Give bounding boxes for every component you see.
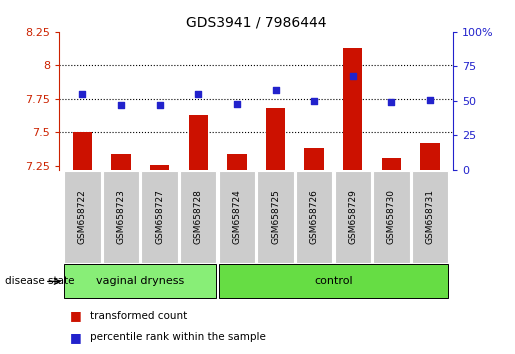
Text: GSM658724: GSM658724: [232, 189, 242, 244]
Bar: [335, 171, 371, 263]
Text: GSM658731: GSM658731: [425, 189, 435, 244]
Bar: [219, 264, 448, 298]
Bar: [142, 171, 178, 263]
Bar: [227, 154, 247, 170]
Bar: [412, 171, 448, 263]
Point: [233, 101, 241, 107]
Text: ■: ■: [70, 331, 81, 344]
Bar: [258, 171, 294, 263]
Bar: [64, 171, 100, 263]
Point: [349, 73, 357, 79]
Bar: [73, 132, 92, 170]
Text: percentile rank within the sample: percentile rank within the sample: [90, 332, 266, 342]
Text: transformed count: transformed count: [90, 311, 187, 321]
Bar: [64, 264, 216, 298]
Point: [310, 98, 318, 104]
Point: [271, 87, 280, 93]
Bar: [103, 171, 139, 263]
Text: GSM658730: GSM658730: [387, 189, 396, 244]
Point: [78, 91, 87, 97]
Text: GSM658727: GSM658727: [155, 189, 164, 244]
Text: GSM658725: GSM658725: [271, 189, 280, 244]
Point: [426, 97, 434, 102]
Bar: [219, 171, 255, 263]
Text: control: control: [314, 276, 353, 286]
Bar: [304, 148, 324, 170]
Text: disease state: disease state: [5, 276, 75, 286]
Bar: [373, 171, 409, 263]
Text: vaginal dryness: vaginal dryness: [96, 276, 184, 286]
Text: GSM658722: GSM658722: [78, 189, 87, 244]
Text: GSM658729: GSM658729: [348, 189, 357, 244]
Point: [387, 99, 396, 105]
Text: GSM658723: GSM658723: [116, 189, 126, 244]
Title: GDS3941 / 7986444: GDS3941 / 7986444: [186, 15, 327, 29]
Bar: [266, 108, 285, 170]
Bar: [111, 154, 131, 170]
Point: [194, 91, 202, 97]
Bar: [188, 115, 208, 170]
Bar: [150, 165, 169, 170]
Bar: [296, 171, 332, 263]
Text: ■: ■: [70, 309, 81, 322]
Text: GSM658728: GSM658728: [194, 189, 203, 244]
Point: [117, 102, 125, 108]
Bar: [343, 48, 363, 170]
Text: GSM658726: GSM658726: [310, 189, 319, 244]
Bar: [420, 143, 440, 170]
Point: [156, 102, 164, 108]
Bar: [180, 171, 216, 263]
Bar: [382, 158, 401, 170]
